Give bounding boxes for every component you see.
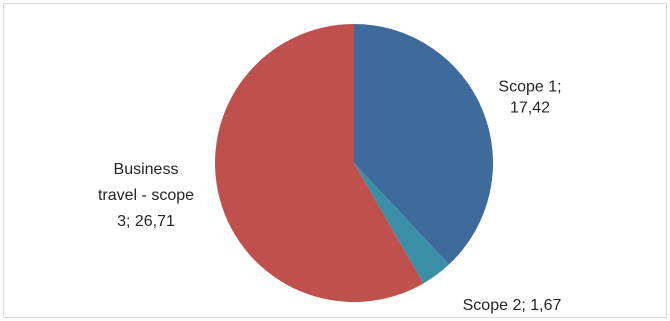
data-label-line: travel - scope	[98, 187, 194, 204]
data-label-scope-1: Scope 1; 17,42	[498, 79, 561, 117]
data-label-line: 3; 26,71	[117, 213, 175, 230]
pie-slices	[214, 24, 494, 303]
pie-slice-business-travel-scope-3	[214, 24, 424, 303]
data-labels: Scope 1; 17,42 Scope 2; 1,67 Business travel…	[98, 79, 562, 315]
pie-slice-scope-2	[354, 163, 449, 284]
data-label-line: Scope 1;	[498, 79, 561, 96]
pie-slice-scope-1	[354, 24, 494, 265]
data-label-scope-2: Scope 2; 1,67	[463, 297, 562, 314]
data-label-line: Business	[114, 161, 179, 178]
data-label-line: Scope 2; 1,67	[463, 297, 562, 314]
data-label-business-travel-scope-3: Business travel - scope 3; 26,71	[98, 161, 194, 230]
data-label-line: 17,42	[510, 100, 550, 117]
